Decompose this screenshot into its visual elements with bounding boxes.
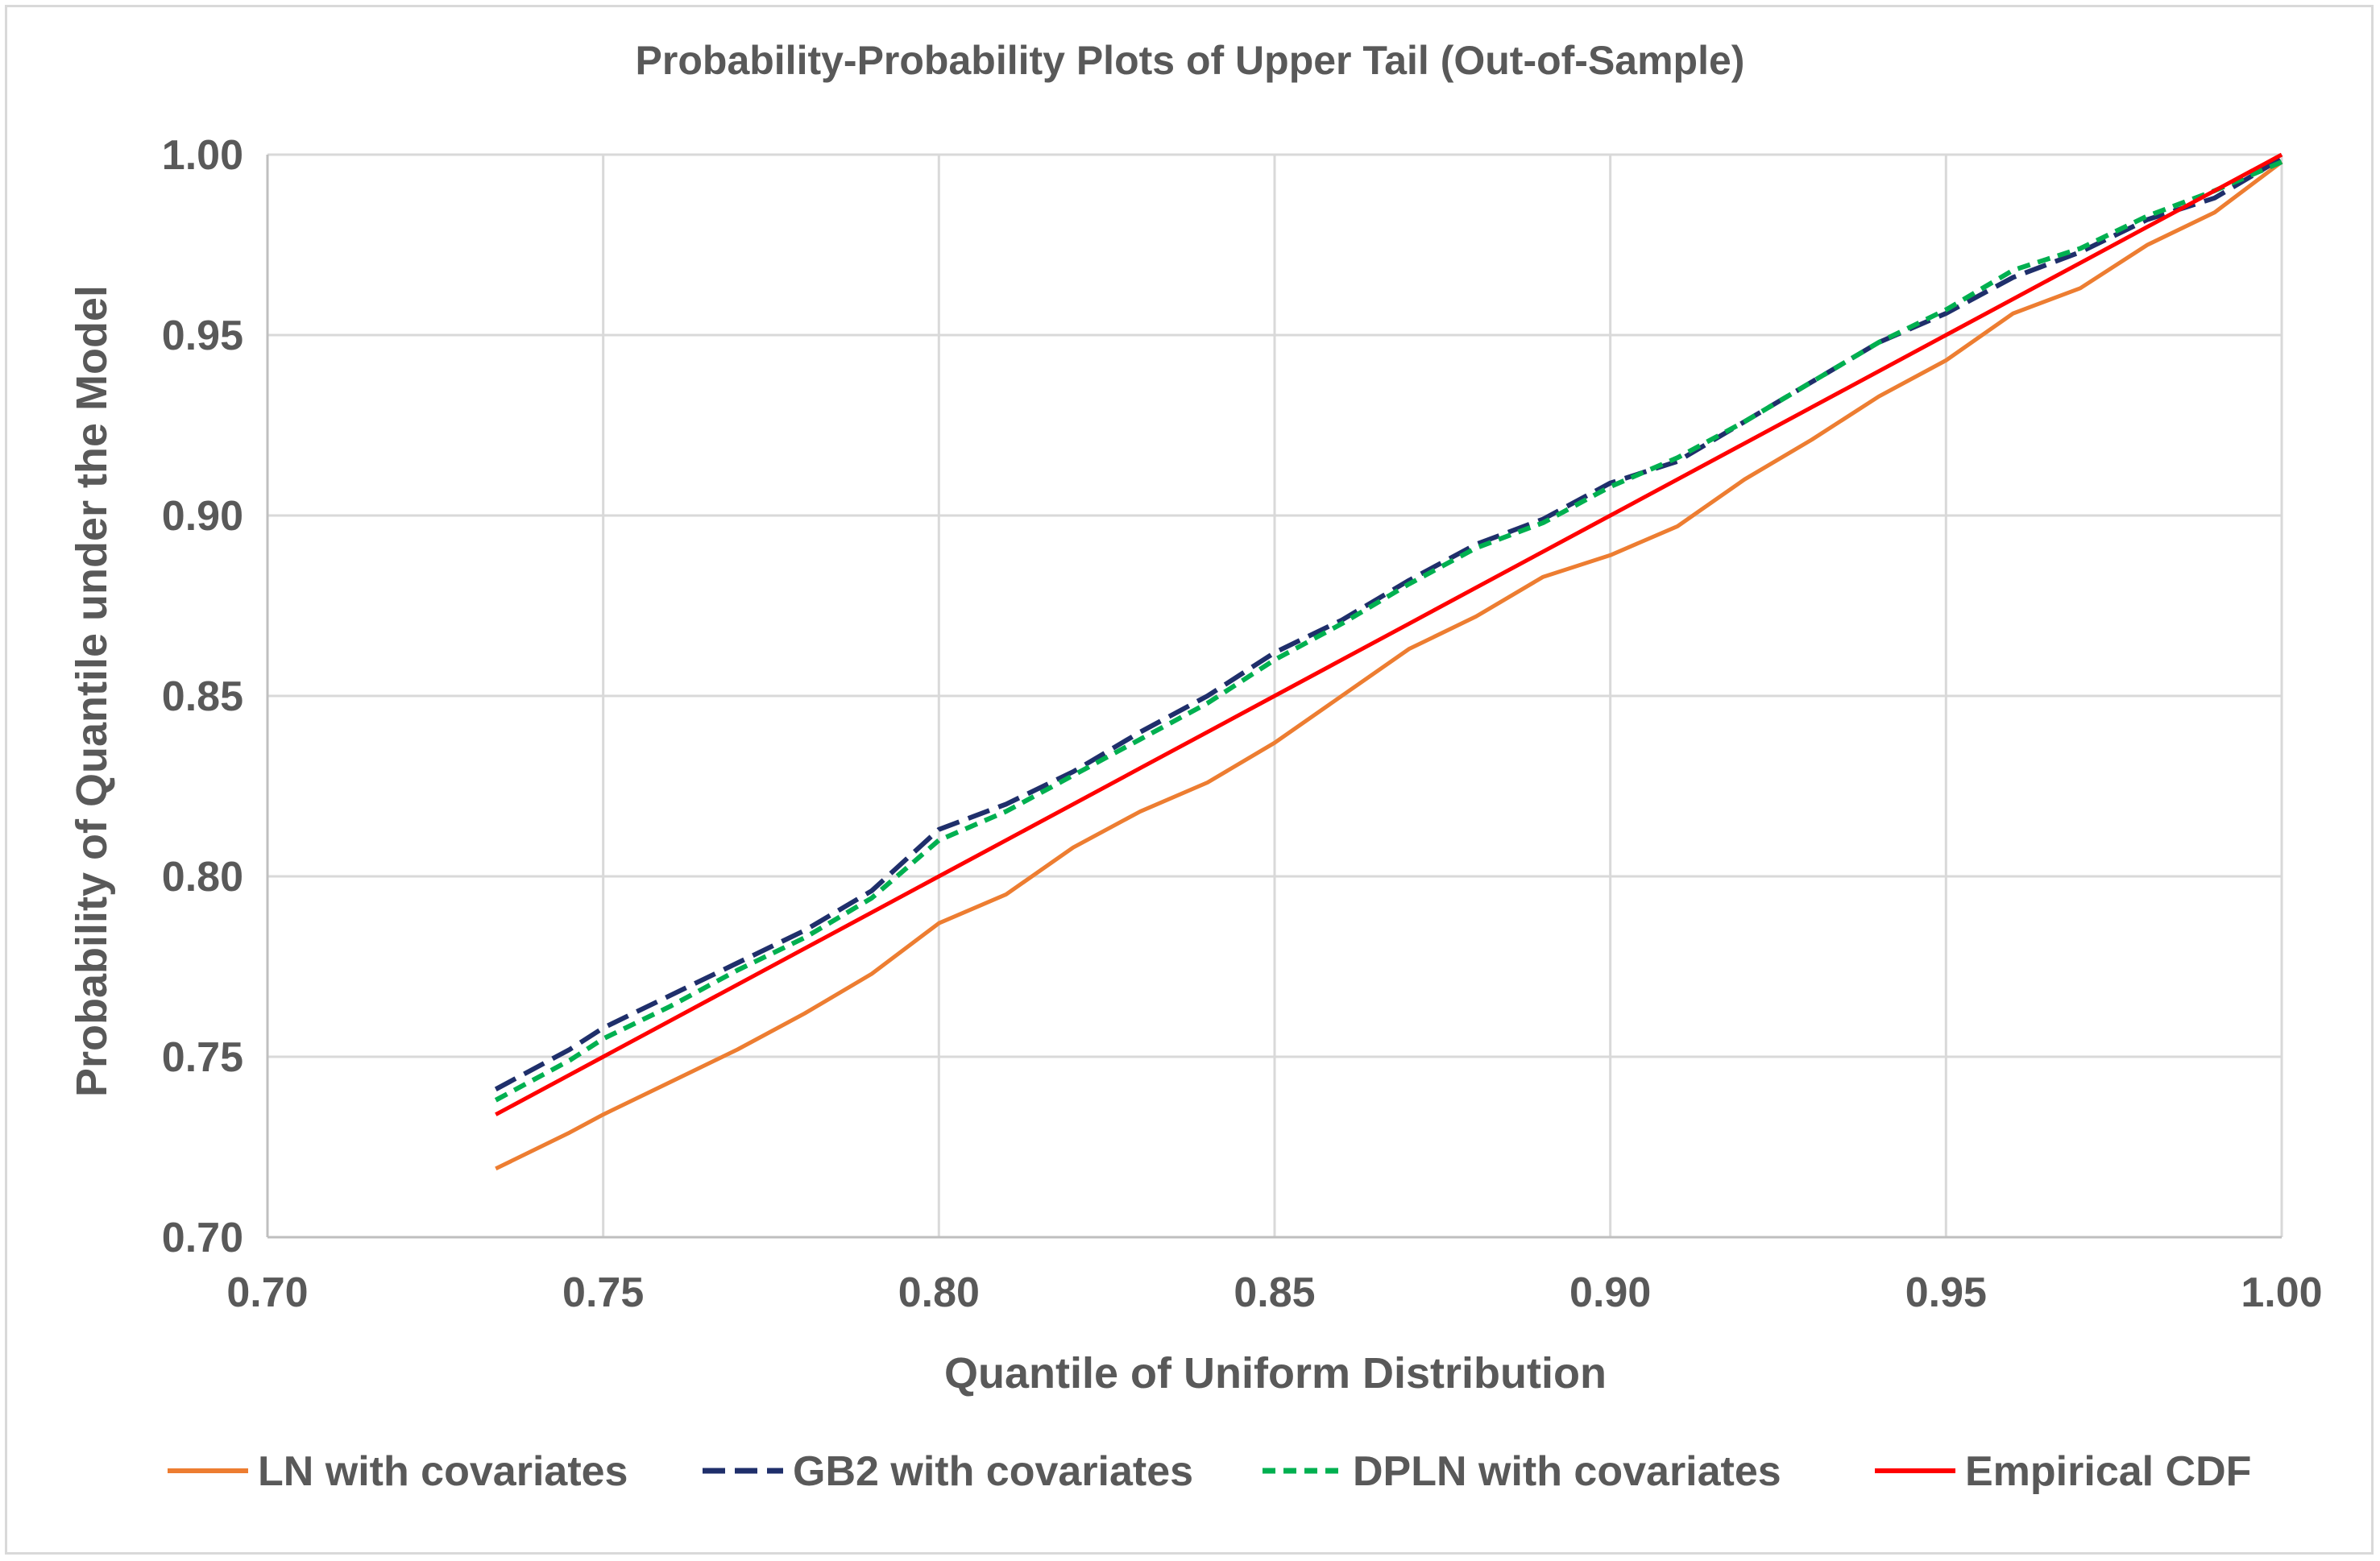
series-line-empirical	[495, 152, 2283, 1116]
series-line-dpln	[494, 159, 2283, 1103]
y-tick-label: 0.85	[162, 673, 243, 720]
x-tick-label: 0.85	[1234, 1269, 1315, 1316]
legend: LN with covariates GB2 with covariates DPL…	[168, 1448, 2251, 1495]
series-line-ln	[495, 160, 2283, 1171]
y-tick-label: 0.75	[162, 1034, 243, 1081]
axis-layer	[266, 155, 2282, 1239]
chart-frame	[5, 5, 2374, 1555]
y-tick-label: 1.00	[162, 132, 243, 179]
legend-label: GB2 with covariates	[793, 1448, 1193, 1495]
x-tick-label: 0.80	[898, 1269, 980, 1316]
chart-title: Probability-Probability Plots of Upper T…	[636, 38, 1745, 83]
y-axis-title: Probability of Quantile under the Model	[68, 285, 116, 1097]
legend-label: DPLN with covariates	[1353, 1448, 1781, 1495]
series-layer	[494, 152, 2283, 1171]
ticks-layer: 0.70 0.75 0.80 0.85 0.90 0.95 1.00 0.70 0.75 0.80…	[162, 132, 2323, 1316]
series-line-gb2	[494, 155, 2283, 1091]
y-tick-label: 0.95	[162, 313, 243, 359]
x-tick-label: 1.00	[2241, 1269, 2322, 1316]
x-tick-label: 0.90	[1569, 1269, 1651, 1316]
x-tick-label: 0.95	[1905, 1269, 1987, 1316]
y-tick-label: 0.90	[162, 493, 243, 540]
x-axis-title: Quantile of Uniform Distribution	[944, 1349, 1607, 1397]
x-tick-label: 0.70	[226, 1269, 308, 1316]
y-tick-label: 0.70	[162, 1215, 243, 1261]
x-tick-label: 0.75	[562, 1269, 644, 1316]
y-tick-label: 0.80	[162, 854, 243, 901]
legend-label: Empirical CDF	[1965, 1448, 2251, 1495]
legend-label: LN with covariates	[258, 1448, 628, 1495]
